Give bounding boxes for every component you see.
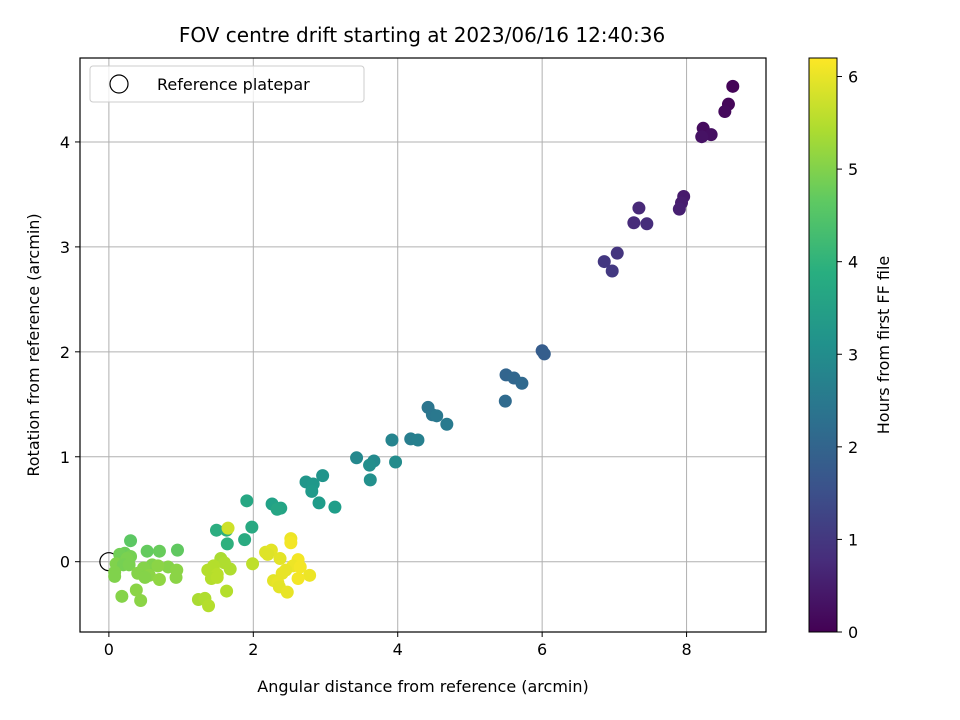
legend-label-reference: Reference platepar <box>157 75 310 94</box>
colorbar-tick-label: 0 <box>848 623 858 642</box>
data-point <box>124 534 138 548</box>
data-point <box>152 573 166 587</box>
data-point <box>411 433 425 447</box>
data-point <box>440 417 454 431</box>
y-tick-label: 4 <box>60 133 70 152</box>
data-point <box>151 559 165 573</box>
data-point <box>284 536 298 550</box>
x-tick-label: 6 <box>537 640 547 659</box>
data-point <box>498 394 512 408</box>
data-point <box>627 216 641 230</box>
data-point <box>245 520 259 534</box>
data-point <box>672 202 686 216</box>
y-tick-label: 1 <box>60 448 70 467</box>
data-point <box>305 484 319 498</box>
grid-lines <box>80 58 766 632</box>
data-point <box>209 523 223 537</box>
data-point <box>291 571 305 585</box>
data-points <box>99 79 740 613</box>
data-point <box>261 547 275 561</box>
data-point <box>385 433 399 447</box>
colorbar-tick-label: 4 <box>848 253 858 272</box>
y-tick-label: 2 <box>60 343 70 362</box>
data-point <box>210 570 224 584</box>
data-point <box>270 502 284 516</box>
y-tick-label: 0 <box>60 553 70 572</box>
data-point <box>202 599 216 613</box>
colorbar-ticks: 0 1 2 3 4 5 6 <box>837 68 858 642</box>
legend-marker-reference <box>109 74 129 94</box>
data-point <box>312 496 326 510</box>
colorbar-label: Hours from first FF file <box>874 256 893 435</box>
y-tick-label: 3 <box>60 238 70 257</box>
colorbar-gradient <box>808 57 838 633</box>
data-point <box>238 533 252 547</box>
data-point <box>223 562 237 576</box>
data-point <box>240 494 254 508</box>
data-point <box>220 537 234 551</box>
data-point <box>537 347 551 361</box>
data-point <box>389 455 403 469</box>
data-point <box>597 255 611 269</box>
data-point <box>610 246 624 260</box>
data-point <box>273 552 287 566</box>
data-point <box>122 558 136 572</box>
data-point <box>140 544 154 558</box>
data-point <box>169 570 183 584</box>
data-point <box>363 473 377 487</box>
x-tick-label: 8 <box>681 640 691 659</box>
data-point <box>632 201 646 215</box>
data-point <box>718 105 732 119</box>
data-point <box>221 521 235 535</box>
legend-box <box>89 65 365 103</box>
y-axis-label: Rotation from reference (arcmin) <box>24 213 43 476</box>
data-point <box>138 570 152 584</box>
data-point <box>726 79 740 93</box>
x-axis-label: Angular distance from reference (arcmin) <box>257 677 588 696</box>
data-point <box>640 217 654 231</box>
data-point <box>280 585 294 599</box>
legend: Reference platepar <box>89 65 365 103</box>
data-point <box>695 130 709 144</box>
data-point <box>328 500 342 514</box>
data-point <box>108 569 122 583</box>
plot-frame <box>79 57 767 633</box>
colorbar-tick-label: 6 <box>848 68 858 87</box>
x-tick-label: 2 <box>248 640 258 659</box>
x-tick-label: 0 <box>104 640 114 659</box>
axis-ticks: 0 2 4 6 8 0 1 2 3 4 <box>60 133 692 659</box>
data-point <box>303 568 317 582</box>
data-point <box>152 544 166 558</box>
x-tick-label: 4 <box>393 640 403 659</box>
colorbar-tick-label: 3 <box>848 345 858 364</box>
data-point <box>134 594 148 608</box>
data-point <box>350 451 364 465</box>
data-point <box>430 409 444 423</box>
colorbar-tick-label: 5 <box>848 160 858 179</box>
colorbar-tick-label: 2 <box>848 438 858 457</box>
colorbar: 0 1 2 3 4 5 6 Hours from first FF file <box>808 57 893 642</box>
data-point <box>605 264 619 278</box>
data-point <box>220 584 234 598</box>
data-point <box>170 543 184 557</box>
data-point <box>363 458 377 472</box>
data-point <box>515 376 529 390</box>
colorbar-tick-label: 1 <box>848 530 858 549</box>
data-point <box>316 469 330 483</box>
data-point <box>129 583 143 597</box>
data-point <box>246 557 260 571</box>
data-point <box>293 560 307 574</box>
data-point <box>115 589 129 603</box>
chart-title: FOV centre drift starting at 2023/06/16 … <box>179 23 665 47</box>
